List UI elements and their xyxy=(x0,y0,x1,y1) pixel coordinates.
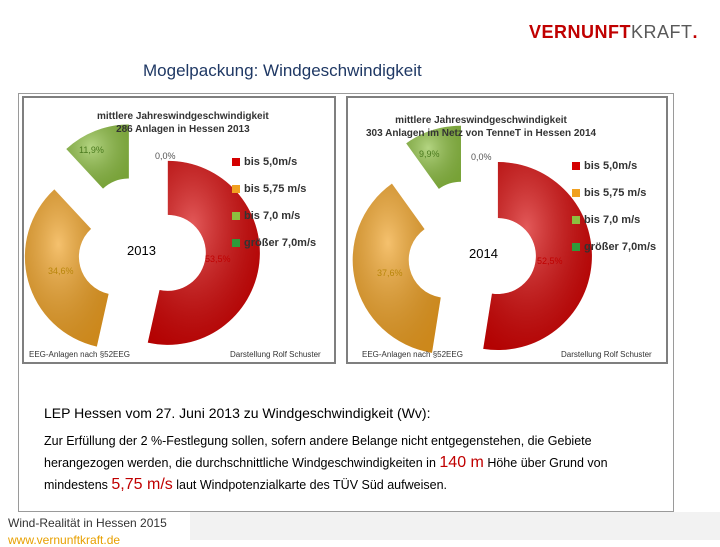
legend-2013: bis 5,0m/s bis 5,75 m/s bis 7,0 m/s größ… xyxy=(232,156,316,264)
highlight-140m: 140 m xyxy=(439,454,484,471)
legend-item: bis 5,0m/s xyxy=(232,156,316,183)
lep-heading: LEP Hessen vom 27. Juni 2013 zu Windgesc… xyxy=(44,405,431,421)
swatch-darkgreen xyxy=(572,243,580,251)
swatch-green xyxy=(572,216,580,224)
slice-bis-5-75-shade xyxy=(352,183,441,353)
slice-bis-5-0-shade xyxy=(147,160,260,345)
brand-part1: VERNUNFT xyxy=(528,22,631,42)
label-orange: 34,6% xyxy=(48,266,74,276)
swatch-orange xyxy=(232,185,240,193)
lep-line3: mindestens 5,75 m/s laut Windpotenzialka… xyxy=(44,474,664,496)
lep-line3-text: mindestens xyxy=(44,478,112,492)
label-green: 9,9% xyxy=(419,149,440,159)
label-orange: 37,6% xyxy=(377,268,403,278)
brand-dot: . xyxy=(692,22,698,42)
chart-panel-2013: mittlere Jahreswindgeschwindigkeit 286 A… xyxy=(22,96,336,364)
lep-line1: Zur Erfüllung der 2 %-Festlegung sollen,… xyxy=(44,434,592,448)
legend-label: bis 5,0m/s xyxy=(584,160,638,172)
footer-text: Wind-Realität in Hessen 2015 xyxy=(8,516,167,530)
legend-2014: bis 5,0m/s bis 5,75 m/s bis 7,0 m/s größ… xyxy=(572,160,656,268)
slice-bis-7-0-shade xyxy=(406,125,461,189)
label-darkgreen: 0,0% xyxy=(155,151,176,161)
year-label-2014: 2014 xyxy=(469,246,498,261)
lep-body: Zur Erfüllung der 2 %-Festlegung sollen,… xyxy=(44,431,664,496)
legend-label: bis 5,0m/s xyxy=(244,156,298,168)
lep-textbox: LEP Hessen vom 27. Juni 2013 zu Windgesc… xyxy=(44,405,664,496)
chart-title-line2: 303 Anlagen im Netz von TenneT in Hessen… xyxy=(366,128,597,139)
chart-title-line2: 286 Anlagen in Hessen 2013 xyxy=(116,124,250,135)
source-right-2013: Darstellung Rolf Schuster xyxy=(230,350,321,359)
swatch-red xyxy=(232,158,240,166)
slice-bis-5-75-shade xyxy=(24,189,109,347)
label-green: 11,9% xyxy=(79,145,104,155)
year-label-2013: 2013 xyxy=(127,243,156,258)
slice-bis-5-0-shade xyxy=(483,162,592,351)
legend-item: größer 7,0m/s xyxy=(572,241,656,268)
brand-part2: KRAFT xyxy=(630,22,693,42)
highlight-575ms: 5,75 m/s xyxy=(111,476,173,493)
swatch-red xyxy=(572,162,580,170)
lep-line3-text-end: laut Windpotenzialkarte des TÜV Süd aufw… xyxy=(172,478,447,492)
legend-item: bis 7,0 m/s xyxy=(572,214,656,241)
legend-label: größer 7,0m/s xyxy=(244,237,317,249)
footer-url[interactable]: www.vernunftkraft.de xyxy=(8,533,121,547)
swatch-orange xyxy=(572,189,580,197)
legend-item: bis 7,0 m/s xyxy=(232,210,316,237)
chart-title-line1: mittlere Jahreswindgeschwindigkeit xyxy=(97,111,269,122)
chart-panel-2014: mittlere Jahreswindgeschwindigkeit 303 A… xyxy=(346,96,668,364)
legend-item: größer 7,0m/s xyxy=(232,237,316,264)
source-right-2014: Darstellung Rolf Schuster xyxy=(561,350,652,359)
source-left-2014: EEG-Anlagen nach §52EEG xyxy=(362,350,463,359)
lep-line2-text-end: Höhe über Grund von xyxy=(483,456,608,470)
lep-line2-text: herangezogen werden, die durchschnittlic… xyxy=(44,456,440,470)
label-red: 53,5% xyxy=(205,254,231,264)
slice-bis-7-0-shade xyxy=(66,124,129,189)
donut-chart-2013 xyxy=(24,124,260,347)
legend-item: bis 5,0m/s xyxy=(572,160,656,187)
chart-title-line1: mittlere Jahreswindgeschwindigkeit xyxy=(395,115,567,126)
chart-title-2014: mittlere Jahreswindgeschwindigkeit 303 A… xyxy=(366,114,596,140)
chart-title-2013: mittlere Jahreswindgeschwindigkeit 286 A… xyxy=(97,110,269,136)
donut-group-2014 xyxy=(352,125,592,353)
swatch-green xyxy=(232,212,240,220)
brand-logo: VERNUNFTKRAFT. xyxy=(529,22,698,43)
legend-label: bis 5,75 m/s xyxy=(584,187,647,199)
donut-group-2013 xyxy=(24,124,260,347)
legend-item: bis 5,75 m/s xyxy=(572,187,656,214)
legend-label: bis 7,0 m/s xyxy=(584,214,641,226)
legend-label: bis 5,75 m/s xyxy=(244,183,307,195)
donut-chart-2014 xyxy=(352,125,592,353)
lep-line2: herangezogen werden, die durchschnittlic… xyxy=(44,452,664,474)
swatch-darkgreen xyxy=(232,239,240,247)
label-red: 52,5% xyxy=(537,256,563,266)
legend-item: bis 5,75 m/s xyxy=(232,183,316,210)
legend-label: größer 7,0m/s xyxy=(584,241,657,253)
slide-title: Mogelpackung: Windgeschwindigkeit xyxy=(143,61,422,80)
footer-bar xyxy=(190,512,720,540)
source-left-2013: EEG-Anlagen nach §52EEG xyxy=(29,350,130,359)
legend-label: bis 7,0 m/s xyxy=(244,210,301,222)
label-darkgreen: 0,0% xyxy=(471,152,492,162)
